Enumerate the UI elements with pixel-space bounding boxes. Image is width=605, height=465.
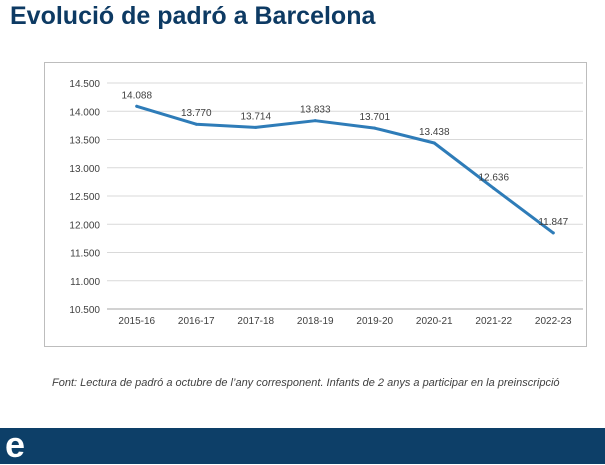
- x-tick-label: 2018-19: [297, 316, 334, 327]
- x-tick-label: 2021-22: [475, 316, 512, 327]
- data-point: [373, 126, 377, 130]
- source-note: Font: Lectura de padró a octubre de l’an…: [52, 377, 560, 389]
- y-tick-label: 11.500: [70, 249, 100, 260]
- chart-area: 10.500 11.000 11.500 12.000 12.500 13.000 13.5…: [44, 62, 587, 347]
- data-point: [551, 231, 555, 235]
- x-tick-label: 2019-20: [356, 316, 393, 327]
- x-tick-label: 2020-21: [416, 316, 453, 327]
- data-label: 13.770: [181, 108, 212, 119]
- data-label: 11.847: [538, 217, 568, 228]
- page-title: Evolució de padró a Barcelona: [10, 2, 376, 30]
- x-tick-label: 2017-18: [237, 316, 274, 327]
- y-tick-label: 10.500: [69, 305, 100, 316]
- data-point: [194, 122, 198, 126]
- data-label: 14.088: [121, 90, 152, 101]
- y-tick-label: 12.000: [69, 220, 100, 231]
- data-label: 12.636: [478, 172, 509, 183]
- y-tick-label: 14.000: [69, 107, 100, 118]
- x-tick-label: 2022-23: [535, 316, 572, 327]
- y-tick-label: 13.500: [69, 136, 100, 147]
- series-line: [135, 104, 555, 235]
- y-tick-label: 13.000: [69, 164, 100, 175]
- brand-logo: e: [5, 424, 26, 465]
- data-point: [254, 125, 258, 129]
- data-label: 13.438: [419, 127, 450, 138]
- y-tick-label: 14.500: [69, 79, 100, 90]
- line-chart: 10.500 11.000 11.500 12.000 12.500 13.000 13.5…: [69, 79, 583, 327]
- data-label: 13.833: [300, 105, 331, 116]
- data-label: 13.701: [359, 112, 390, 123]
- x-tick-label: 2016-17: [178, 316, 215, 327]
- data-label: 13.714: [240, 111, 271, 122]
- data-point: [135, 104, 139, 108]
- y-tick-label: 12.500: [69, 192, 100, 203]
- x-tick-label: 2015-16: [118, 316, 155, 327]
- data-point: [492, 186, 496, 190]
- y-tick-label: 11.000: [70, 277, 100, 288]
- footer-bar: e: [0, 424, 605, 465]
- data-point: [313, 119, 317, 123]
- data-point: [432, 141, 436, 145]
